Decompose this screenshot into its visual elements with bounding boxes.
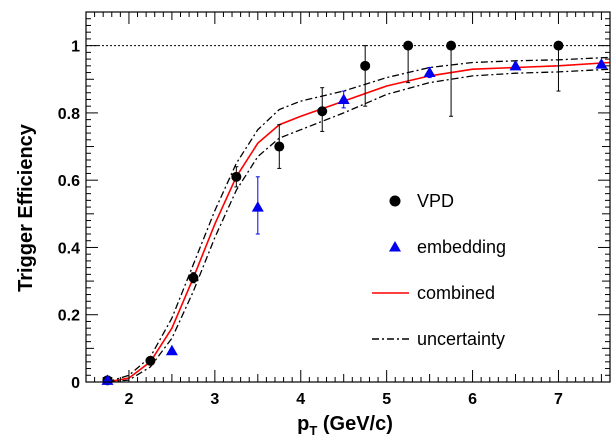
VPD-point <box>145 355 156 366</box>
VPD-point <box>360 60 371 71</box>
legend-label: uncertainty <box>417 329 505 349</box>
embedding-point <box>165 344 178 356</box>
VPD-point <box>188 272 199 283</box>
x-tick-label: 5 <box>382 391 391 408</box>
embedding-point <box>509 59 522 71</box>
y-axis-label: Trigger Efficiency <box>15 123 37 292</box>
legend-triangle-marker <box>389 241 401 252</box>
plot-area <box>86 40 611 386</box>
VPD-point <box>403 40 414 51</box>
embedding-point <box>595 58 608 69</box>
x-tick-label: 2 <box>124 391 133 408</box>
VPD-point <box>553 40 564 51</box>
legend-item-combined: combined <box>372 283 495 303</box>
y-tick-label: 0 <box>71 375 80 392</box>
y-tick-label: 0.4 <box>58 240 80 257</box>
x-tick-label: 6 <box>468 391 477 408</box>
embedding-point <box>423 66 436 78</box>
legend: VPD embedding combined uncertainty <box>372 191 506 349</box>
x-axis-label-main: p <box>297 413 309 435</box>
legend-item-VPD: VPD <box>389 191 454 211</box>
y-tick-label: 1 <box>71 39 80 56</box>
legend-circle-marker <box>389 195 401 207</box>
axes: 2 3 4 5 6 7 0 0.2 0.4 0.6 0.8 1 <box>58 11 611 408</box>
x-tick-label: 3 <box>210 391 219 408</box>
x-axis-label: pT (GeV/c) <box>297 413 393 438</box>
legend-item-embedding: embedding <box>389 237 506 257</box>
uncertainty-line <box>107 56 611 383</box>
VPD-point <box>446 40 457 51</box>
x-axis-label-rest: (GeV/c) <box>317 413 393 435</box>
legend-label: embedding <box>417 237 506 257</box>
legend-label: VPD <box>417 191 454 211</box>
legend-item-uncertainty: uncertainty <box>372 329 505 349</box>
embedding-point <box>337 93 350 104</box>
VPD-point <box>231 171 242 182</box>
y-tick-label: 0.8 <box>58 106 80 123</box>
x-axis-label-subscript: T <box>309 423 317 438</box>
embedding-point <box>251 201 264 212</box>
combined-line <box>107 61 611 383</box>
x-tick-label: 4 <box>296 391 305 408</box>
y-tick-label: 0.2 <box>58 308 80 325</box>
VPD-point <box>317 106 328 117</box>
VPD-point <box>274 141 285 152</box>
x-tick-label: 7 <box>554 391 563 408</box>
legend-label: combined <box>417 283 495 303</box>
y-tick-label: 0.6 <box>58 173 80 190</box>
uncertainty-lower-line <box>107 68 611 383</box>
plot-frame <box>85 11 611 383</box>
